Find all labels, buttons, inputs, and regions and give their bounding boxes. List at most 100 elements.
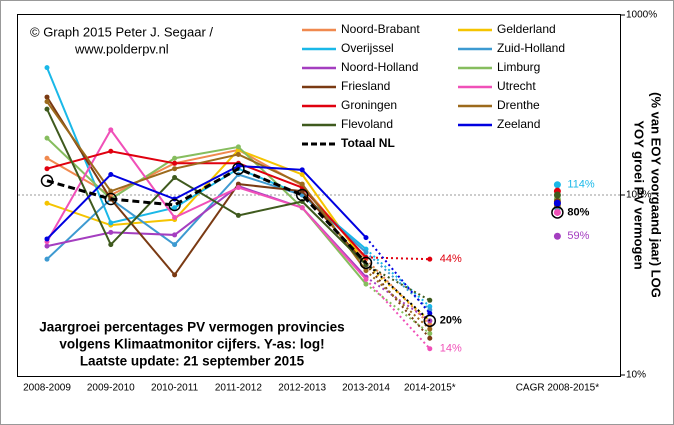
point [235,185,241,191]
point [427,335,433,341]
projection-line [365,262,431,322]
x-tick-label: 2014-2015* [404,383,456,394]
projection-line [365,256,430,261]
point [108,148,114,154]
point [104,192,118,206]
point [363,276,369,282]
credit: www.polderpv.nl [74,41,169,56]
x-tick-label: 2010-2011 [151,383,199,394]
point [299,205,305,211]
point [235,181,241,187]
legend-label: Zuid-Holland [497,41,565,55]
x-tick-label: 2009-2010 [87,383,135,394]
y-tick-label: 1000% [626,10,657,21]
projection-line [365,278,431,350]
legend-label: Noord-Holland [341,60,418,74]
point [172,155,178,161]
series-line [46,108,367,266]
point [295,188,309,202]
subtitle: Jaargroei percentages PV vermogen provin… [39,320,344,335]
projection-line [365,251,431,311]
point [44,65,50,71]
point [427,297,433,303]
point [299,167,305,173]
legend-label: Groningen [341,98,397,112]
x-tick-label: 2012-2013 [278,383,326,394]
series-line [46,96,367,277]
legend-label: Limburg [497,60,540,74]
value-label: 20% [440,315,462,327]
point [363,281,369,287]
point [363,235,369,241]
point [363,249,369,255]
point [44,94,50,100]
point [553,191,561,199]
value-label: 59% [567,230,589,242]
credit: © Graph 2015 Peter J. Segaar / [30,24,213,39]
point [44,99,50,105]
x-tick-label: 2008-2009 [23,383,71,394]
projection-line [365,248,431,308]
value-label: 14% [440,343,462,355]
point [172,166,178,172]
point [232,162,245,175]
y-axis-label: (% van EOY voorgaand jaar) LOG [649,92,664,298]
point [299,171,305,177]
projection-line [365,263,431,302]
point [235,151,241,157]
point [172,214,178,220]
point [44,155,50,161]
point [108,188,114,194]
projection-line [365,236,431,315]
legend-label: Friesland [341,79,390,93]
point [44,243,50,249]
series-line [46,128,367,280]
series-line [46,164,367,240]
point [172,160,178,166]
legend-label: Overijssel [341,41,394,55]
point [108,171,114,177]
point [553,232,561,240]
value-label: 44% [440,253,462,265]
point [44,135,50,141]
point [553,208,561,216]
point [427,326,433,332]
point [172,205,178,211]
series-line [46,167,368,264]
y-tick-label: 10% [626,370,646,381]
point [235,144,241,150]
subtitle: volgens Klimaatmonitor cijfers. Y-as: lo… [59,337,324,352]
point [172,232,178,238]
legend-label: Noord-Brabant [341,22,420,36]
point [172,242,178,248]
projection-line [365,264,431,339]
value-label: 114% [567,179,595,191]
x-tick-label: 2011-2012 [215,383,263,394]
point [235,212,241,218]
point [44,200,50,206]
point [168,198,181,212]
point [359,256,373,270]
point [44,166,50,172]
point [44,236,50,242]
y-axis-label: YOY groei PV vermogen [632,120,647,269]
point [553,199,561,207]
point [108,229,114,235]
series-line [46,101,367,272]
legend-label: Utrecht [497,79,536,93]
legend-label: Gelderland [497,22,556,36]
point [299,181,305,187]
point [427,346,433,352]
point [108,127,114,133]
x-tick-label: 2013-2014 [342,383,390,394]
projection-line [365,283,431,335]
legend-label: Flevoland [341,117,393,131]
point [44,106,50,112]
point [44,256,50,262]
point [423,314,437,328]
point [40,174,54,187]
legend-label: Drenthe [497,98,540,112]
value-label: 80% [567,206,589,218]
point [427,256,433,262]
